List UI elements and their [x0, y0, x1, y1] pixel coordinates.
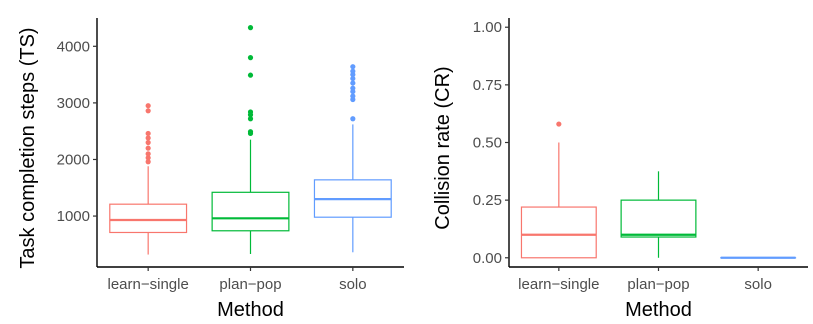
x-tick-label: plan−pop [627, 276, 689, 293]
outlier-point [145, 103, 151, 109]
y-tick-label: 0.75 [473, 77, 502, 94]
iqr-box [211, 191, 290, 232]
y-tick-label: 1.00 [473, 19, 502, 36]
outlier-point [350, 64, 356, 70]
outlier-point [145, 130, 151, 137]
outlier-point [556, 121, 562, 127]
outlier-point [247, 129, 254, 135]
outlier-point [145, 145, 151, 151]
iqr-box [520, 206, 597, 259]
box-learn-single [109, 103, 188, 255]
y-tick-label: 2000 [57, 151, 90, 168]
outlier-point [145, 139, 151, 146]
y-tick-label: 0.00 [473, 250, 502, 267]
outlier-point [247, 109, 254, 115]
x-tick-label: solo [744, 276, 772, 293]
outlier-point [145, 155, 151, 161]
box-plan-pop [211, 25, 290, 254]
outlier-point [350, 116, 356, 122]
chart-panel-1: 1000 2000 3000 4000 learn−single plan−pop solo… [17, 18, 404, 321]
iqr-box [109, 203, 188, 234]
y-axis-title: Task completion steps (TS) [17, 27, 39, 268]
outlier-point [247, 116, 254, 122]
x-tick-label: learn−single [518, 276, 599, 293]
outlier-point [350, 85, 356, 91]
outlier-point [350, 80, 356, 86]
outlier-point [247, 25, 254, 31]
outlier-point [145, 159, 151, 165]
outlier-point [350, 75, 356, 82]
box-learn-single [520, 121, 597, 259]
y-tick-label: 0.50 [473, 135, 502, 152]
x-tick-label: learn−single [108, 276, 189, 293]
y-tick-label: 0.25 [473, 192, 502, 209]
y-tick-label: 4000 [57, 38, 90, 55]
x-axis-title: Method [217, 299, 284, 321]
x-tick-label: solo [339, 276, 367, 293]
outlier-point [350, 68, 356, 74]
box-solo [313, 64, 392, 253]
chart-panel-2: 0.00 0.25 0.50 0.75 1.00 learn−single plan−pop… [432, 18, 808, 321]
outlier-point [247, 72, 254, 78]
y-tick-label: 3000 [57, 95, 90, 112]
outlier-point [145, 108, 151, 114]
outlier-point [145, 151, 151, 157]
x-axis-title: Method [625, 299, 692, 321]
box-plan-pop [620, 171, 697, 258]
y-tick-label: 1000 [57, 208, 90, 225]
y-axis-title: Collision rate (CR) [432, 66, 454, 229]
iqr-box [620, 199, 697, 238]
outlier-point [247, 55, 254, 61]
x-tick-label: plan−pop [219, 276, 281, 293]
outlier-point [350, 93, 356, 99]
outlier-point [145, 135, 151, 141]
